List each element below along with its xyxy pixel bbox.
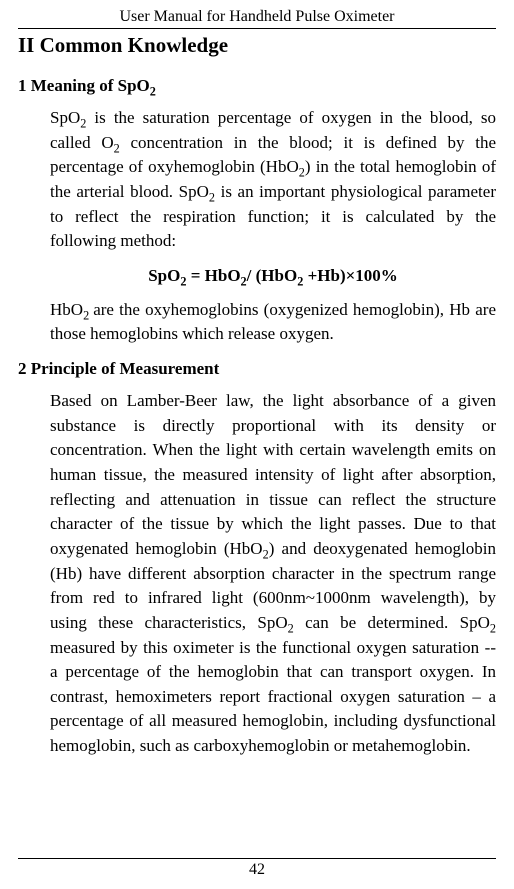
text-run: +Hb)×100% (303, 266, 397, 285)
text-run: SpO (50, 108, 80, 127)
subscript: 2 (83, 308, 93, 322)
section-title: II Common Knowledge (18, 33, 496, 58)
text-run: Based on Lamber-Beer law, the light abso… (50, 391, 496, 558)
sub1-formula: SpO2 = HbO2/ (HbO2 +Hb)×100% (50, 266, 496, 286)
text-run: / (HbO (247, 266, 298, 285)
text-run: are the oxyhemoglobins (oxygenized hemog… (50, 300, 496, 344)
heading-text: 1 Meaning of SpO (18, 76, 150, 95)
page-number: 42 (18, 861, 496, 879)
subsection-1-heading: 1 Meaning of SpO2 (18, 76, 496, 96)
text-run: measured by this oximeter is the functio… (50, 638, 496, 756)
sub1-para1: SpO2 is the saturation percentage of oxy… (50, 106, 496, 254)
subsection-2-heading: 2 Principle of Measurement (18, 359, 496, 379)
subsection-1-body: SpO2 is the saturation percentage of oxy… (18, 106, 496, 359)
sub2-para: Based on Lamber-Beer law, the light abso… (50, 389, 496, 759)
heading-subscript: 2 (150, 84, 156, 98)
subsection-2-body: Based on Lamber-Beer law, the light abso… (18, 389, 496, 759)
header-rule (18, 28, 496, 29)
text-run: = HbO (186, 266, 240, 285)
text-run: SpO (148, 266, 180, 285)
subscript: 2 (490, 621, 496, 635)
page-container: User Manual for Handheld Pulse Oximeter … (0, 0, 514, 889)
text-run: can be determined. SpO (294, 613, 490, 632)
sub1-para2: HbO2 are the oxyhemoglobins (oxygenized … (50, 298, 496, 347)
footer: 42 (18, 858, 496, 879)
text-run: HbO (50, 300, 83, 319)
running-header: User Manual for Handheld Pulse Oximeter (18, 8, 496, 28)
footer-rule (18, 858, 496, 859)
